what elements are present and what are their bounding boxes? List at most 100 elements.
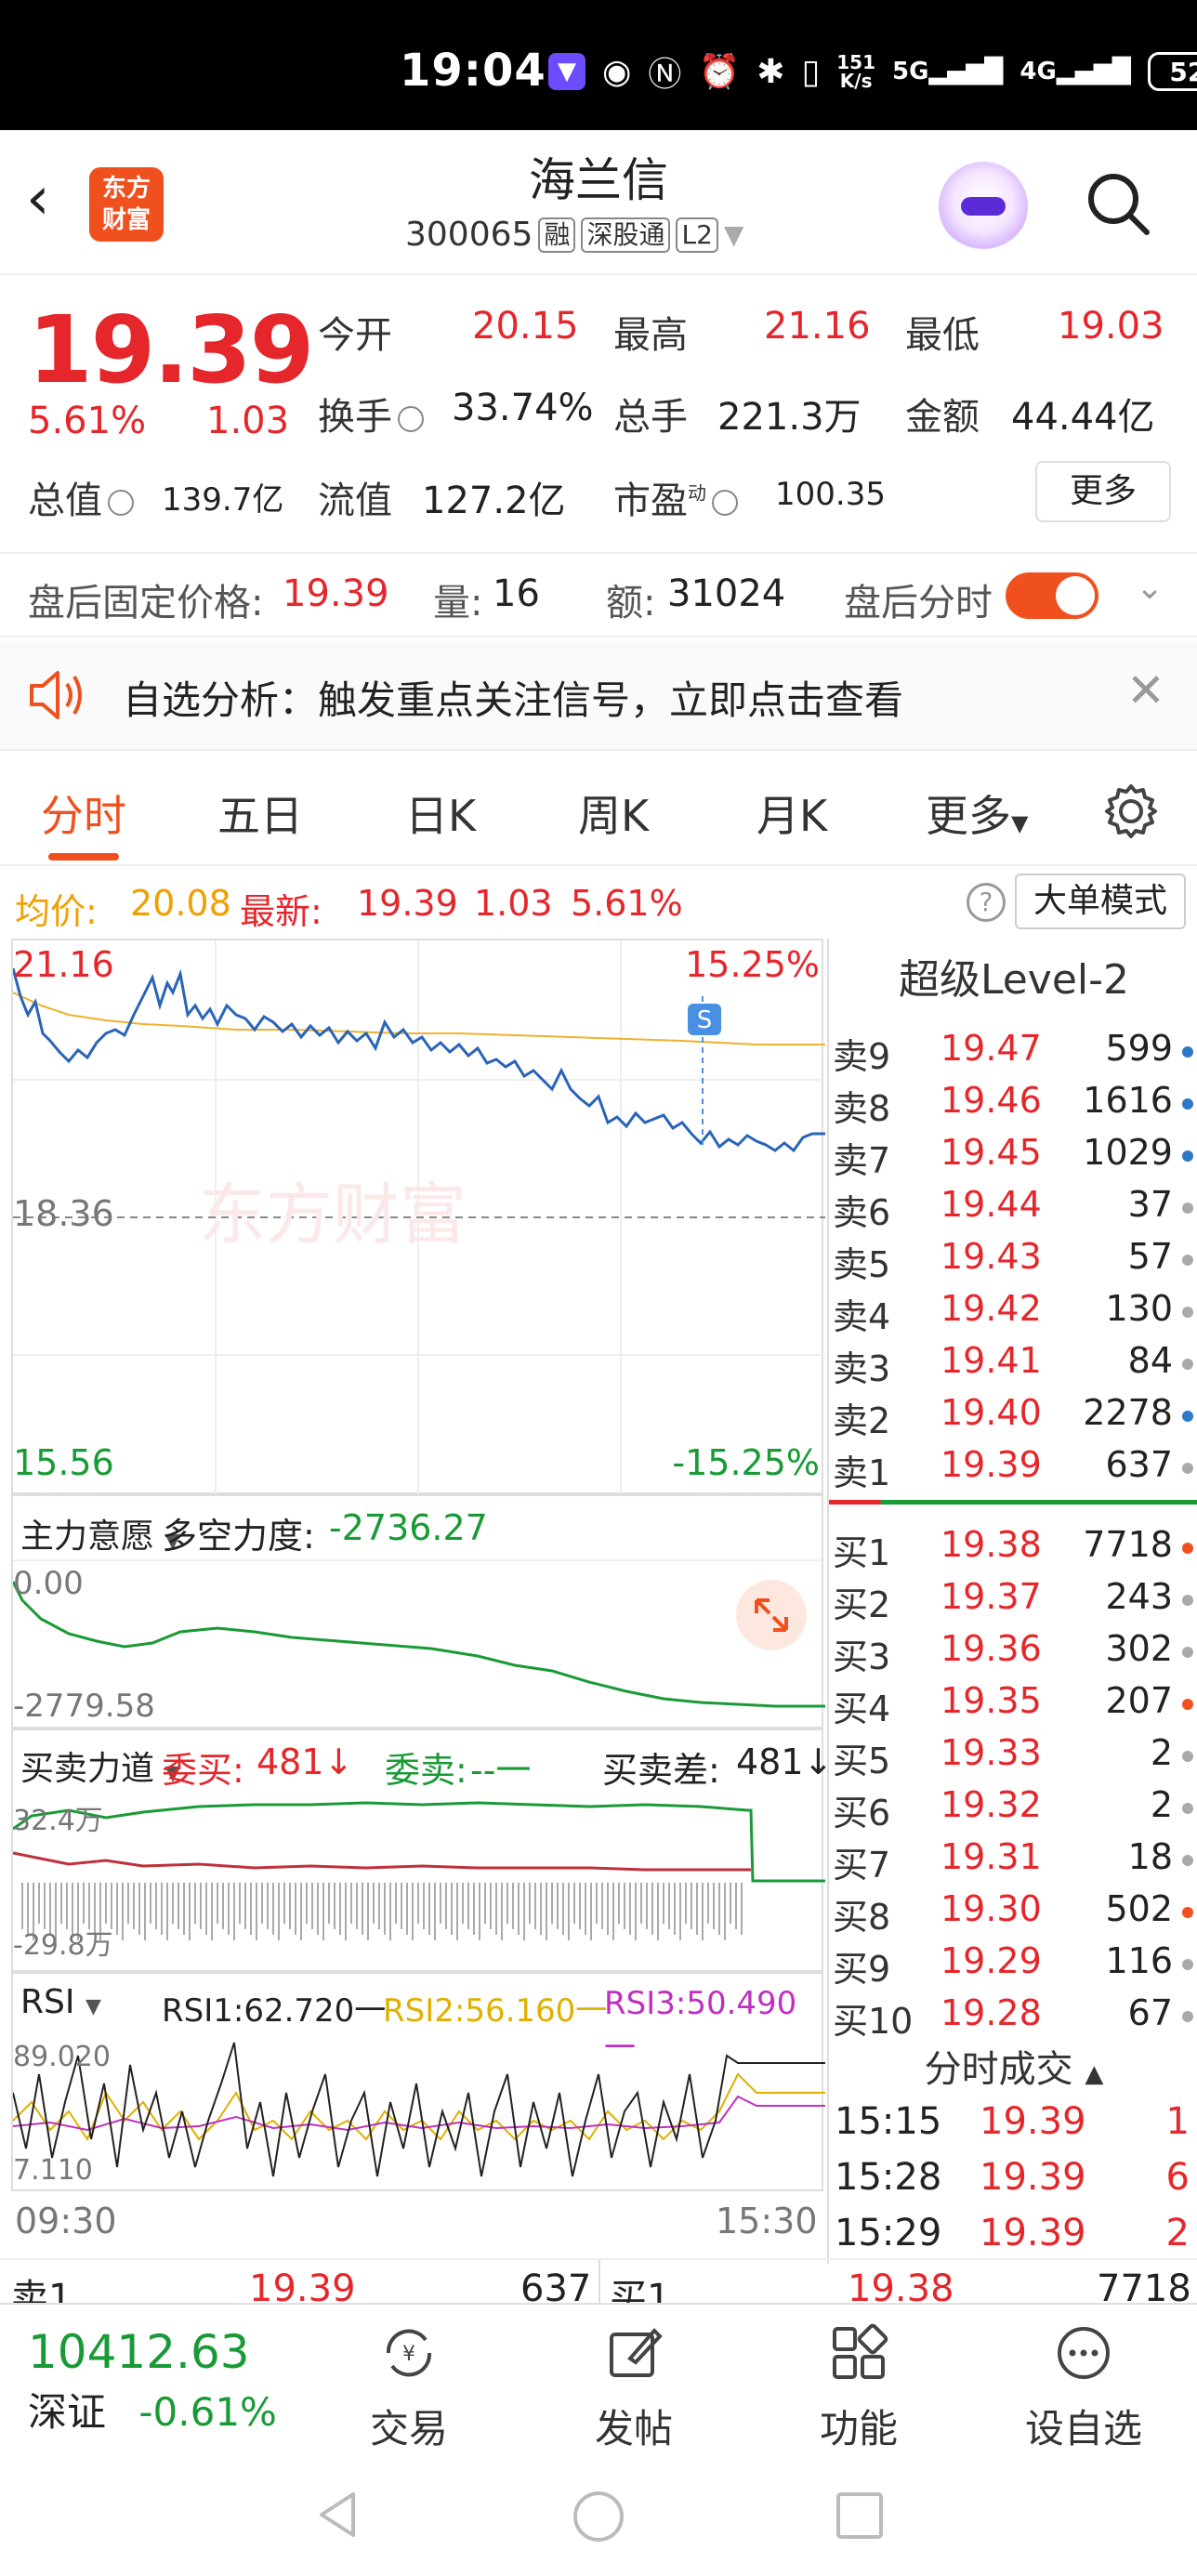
tab-monthly-k[interactable]: 月K <box>756 791 828 841</box>
back-triangle-icon[interactable] <box>312 2489 364 2541</box>
more-dots-icon <box>1058 2327 1110 2379</box>
bid-row[interactable]: 买9 19.29 116 <box>829 1940 1197 1992</box>
bid-row[interactable]: 买6 19.32 2 <box>829 1784 1197 1836</box>
bid-row[interactable]: 买8 19.30 502 <box>829 1888 1197 1940</box>
tab-daily-k[interactable]: 日K <box>405 791 477 841</box>
bid-row[interactable]: 买2 19.37 243 <box>829 1576 1197 1628</box>
entrust-buy-label: 委买: <box>162 1750 244 1791</box>
home-circle-icon[interactable] <box>571 2489 626 2544</box>
index-value: 10412.63 <box>28 2325 250 2379</box>
bid-row[interactable]: 买4 19.35 207 <box>829 1680 1197 1732</box>
tab-more[interactable]: 更多▼ <box>926 791 1029 841</box>
ask-row[interactable]: 卖3 19.41 84 <box>829 1340 1197 1392</box>
info-icon[interactable] <box>712 490 738 516</box>
force-label: 多空力度: <box>162 1516 315 1557</box>
ask-row[interactable]: 卖2 19.40 2278 <box>829 1392 1197 1444</box>
pe-value: 100.35 <box>775 476 886 513</box>
search-icon[interactable] <box>1085 171 1151 236</box>
ask-dot <box>1182 1307 1193 1318</box>
recents-square-icon[interactable] <box>835 2491 885 2541</box>
bottom-nav: 10412.63 深证 -0.61% ¥ 交易 发帖 功能 设自选 <box>0 2303 1197 2451</box>
bid-row[interactable]: 买7 19.31 18 <box>829 1836 1197 1888</box>
latest-pct: 5.61% <box>571 883 683 924</box>
ask-row[interactable]: 卖1 19.39 637 <box>829 1444 1197 1496</box>
ask-row[interactable]: 卖9 19.47 599 <box>829 1028 1197 1080</box>
ask-row[interactable]: 卖6 19.44 37 <box>829 1184 1197 1236</box>
assistant-robot-icon[interactable] <box>939 162 1028 251</box>
trade-row[interactable]: 15:15 19.39 1 <box>829 2100 1197 2154</box>
expand-icon[interactable] <box>736 1580 807 1650</box>
alert-banner[interactable]: 自选分析：触发重点关注信号，立即点击查看 ✕ <box>0 641 1197 751</box>
bid-row[interactable]: 买3 19.36 302 <box>829 1628 1197 1680</box>
rsi-selector[interactable]: RSI ▼ <box>20 1983 101 2021</box>
chevron-down-icon[interactable]: ⌄ <box>1136 569 1164 607</box>
nfc-icon: Ⓝ <box>648 56 682 94</box>
vibrate-icon: ▯ <box>801 52 821 91</box>
ask-price: 19.45 <box>940 1132 1042 1173</box>
ask-row[interactable]: 卖5 19.43 57 <box>829 1236 1197 1288</box>
tab-five-day[interactable]: 五日 <box>217 791 303 841</box>
order-book-title[interactable]: 超级Level-2 <box>898 956 1129 1004</box>
stock-header: ‹ 东方 财富 海兰信 300065 融 深股通 L2 ▼ <box>0 130 1197 275</box>
index-pct: -0.61% <box>138 2389 277 2435</box>
trades-title[interactable]: 分时成交 ▲ <box>924 2048 1104 2091</box>
after-hours-vol-label: 量: <box>433 582 483 624</box>
float-value: 127.2亿 <box>422 480 566 522</box>
sell-marker[interactable]: S <box>697 1006 713 1034</box>
strip-ask-label: 卖1 <box>11 2277 72 2303</box>
bid-row[interactable]: 买10 19.28 67 <box>829 1992 1197 2044</box>
bid-row[interactable]: 买1 19.38 7718 <box>829 1524 1197 1576</box>
ask-level: 卖1 <box>833 1452 891 1493</box>
ask-volume: 2278 <box>1083 1392 1173 1433</box>
bid-dot <box>1182 1959 1193 1970</box>
rsi-panel[interactable]: RSI ▼ RSI1:62.720一 RSI2:56.160一 RSI3:50.… <box>11 1972 825 2191</box>
nav-post[interactable]: 发帖 <box>559 2323 708 2454</box>
bid-price: 19.37 <box>940 1576 1042 1617</box>
buysell-force-panel[interactable]: 买卖力道 ▼ 委买: 481↓ 委卖: --一 买卖差: 481↓ 32.4万 … <box>11 1728 833 1972</box>
amount-label: 金额 <box>905 396 980 439</box>
big-order-mode-button[interactable]: 大单模式 <box>1015 874 1186 929</box>
ask-volume: 637 <box>1105 1444 1173 1485</box>
ask-row[interactable]: 卖8 19.46 1616 <box>829 1080 1197 1132</box>
bid-level: 买8 <box>833 1897 891 1938</box>
after-hours-toggle[interactable] <box>1006 572 1098 619</box>
nav-functions[interactable]: 功能 <box>784 2323 933 2454</box>
ask-row[interactable]: 卖4 19.42 130 <box>829 1288 1197 1340</box>
ask-row[interactable]: 卖7 19.45 1029 <box>829 1132 1197 1184</box>
bid-level: 买9 <box>833 1949 891 1990</box>
bid-volume: 207 <box>1105 1680 1173 1721</box>
info-icon[interactable] <box>398 406 424 432</box>
close-icon[interactable]: ✕ <box>1126 664 1165 717</box>
info-icon[interactable] <box>108 490 134 516</box>
trade-icon: ¥ <box>386 2329 432 2377</box>
ask-price: 19.46 <box>940 1080 1042 1121</box>
eastmoney-logo[interactable]: 东方 财富 <box>89 167 164 242</box>
settings-gear-icon[interactable] <box>1102 782 1160 840</box>
tab-weekly-k[interactable]: 周K <box>578 791 650 841</box>
trade-row[interactable]: 15:28 19.39 6 <box>829 2156 1197 2210</box>
bid-level: 买5 <box>833 1741 891 1781</box>
best-quote-strip: 卖1 19.39 637 买1 19.38 7718 <box>0 2258 1197 2303</box>
ask-volume: 130 <box>1105 1288 1173 1329</box>
back-icon[interactable]: ‹ <box>26 164 50 233</box>
trade-row[interactable]: 15:29 19.39 2 <box>829 2212 1197 2266</box>
intraday-chart-panel[interactable]: 东方财富 S 21.16 15.25% 18.36 15.56 -15.25% <box>11 939 825 1496</box>
tab-intraday[interactable]: 分时 <box>41 791 126 841</box>
bid-price: 19.32 <box>940 1784 1042 1825</box>
buysell-selector[interactable]: 买卖力道 ▼ <box>20 1750 181 1788</box>
bid-row[interactable]: 买5 19.33 2 <box>829 1732 1197 1784</box>
more-button[interactable]: 更多 <box>1035 461 1171 522</box>
ask-price: 19.44 <box>940 1184 1042 1225</box>
indicator-selector[interactable]: 主力意愿 ▼ <box>20 1518 181 1556</box>
main-force-panel[interactable]: 主力意愿 ▼ 多空力度: -2736.27 0.00 -2779.58 <box>11 1494 825 1728</box>
nav-trade[interactable]: ¥ 交易 <box>335 2323 483 2454</box>
ask-volume: 1029 <box>1083 1132 1173 1173</box>
stock-code-row[interactable]: 300065 融 深股通 L2 ▼ <box>405 216 743 254</box>
order-book[interactable]: 超级Level-2 卖9 19.47 599 卖8 19.46 1616 卖7 19.45 10… <box>827 939 1197 2264</box>
nav-watchlist[interactable]: 设自选 <box>1009 2323 1158 2454</box>
index-widget[interactable]: 10412.63 深证 -0.61% <box>28 2325 325 2438</box>
help-icon[interactable]: ? <box>967 883 1006 922</box>
open-value: 20.15 <box>472 305 579 348</box>
after-hours-amt-label: 额: <box>606 582 656 624</box>
low-value: 19.03 <box>1058 305 1164 348</box>
